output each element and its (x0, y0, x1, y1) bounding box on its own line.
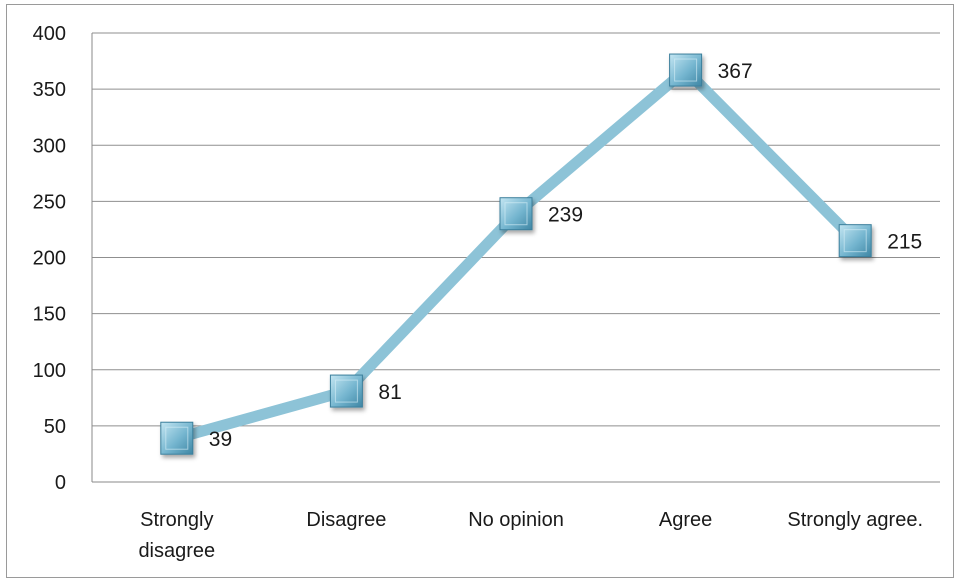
data-label: 215 (887, 231, 922, 254)
data-label: 239 (548, 204, 583, 227)
y-tick-label: 250 (33, 191, 66, 213)
x-tick-label: Strongly agree. (787, 509, 923, 531)
data-point-marker (329, 374, 363, 408)
y-tick-label: 200 (33, 248, 66, 270)
y-tick-label: 400 (33, 23, 66, 45)
data-point-marker (499, 197, 533, 231)
y-tick-label: 100 (33, 360, 66, 382)
data-labels: 39 81 239 367 215 (209, 60, 922, 451)
y-tick-label: 0 (55, 472, 66, 494)
data-point-marker (669, 53, 703, 87)
y-axis: 0 50 100 150 200 250 300 350 400 (33, 23, 66, 494)
data-label: 81 (378, 381, 401, 404)
y-tick-label: 350 (33, 79, 66, 101)
series-line (175, 64, 860, 444)
x-tick-label: No opinion (468, 509, 564, 531)
data-label: 39 (209, 428, 232, 451)
grid (91, 32, 940, 483)
x-tick-label: Agree (659, 509, 712, 531)
y-tick-label: 50 (44, 416, 66, 438)
y-tick-label: 150 (33, 304, 66, 326)
series (160, 53, 872, 455)
data-point-marker (160, 421, 194, 455)
x-tick-label: Disagree (306, 509, 386, 531)
x-axis: Strongly disagree Disagree No opinion Agree S… (138, 509, 923, 562)
data-point-marker (838, 224, 872, 258)
data-label: 367 (718, 60, 753, 83)
y-tick-label: 300 (33, 135, 66, 157)
x-tick-label: Strongly disagree (138, 509, 215, 562)
